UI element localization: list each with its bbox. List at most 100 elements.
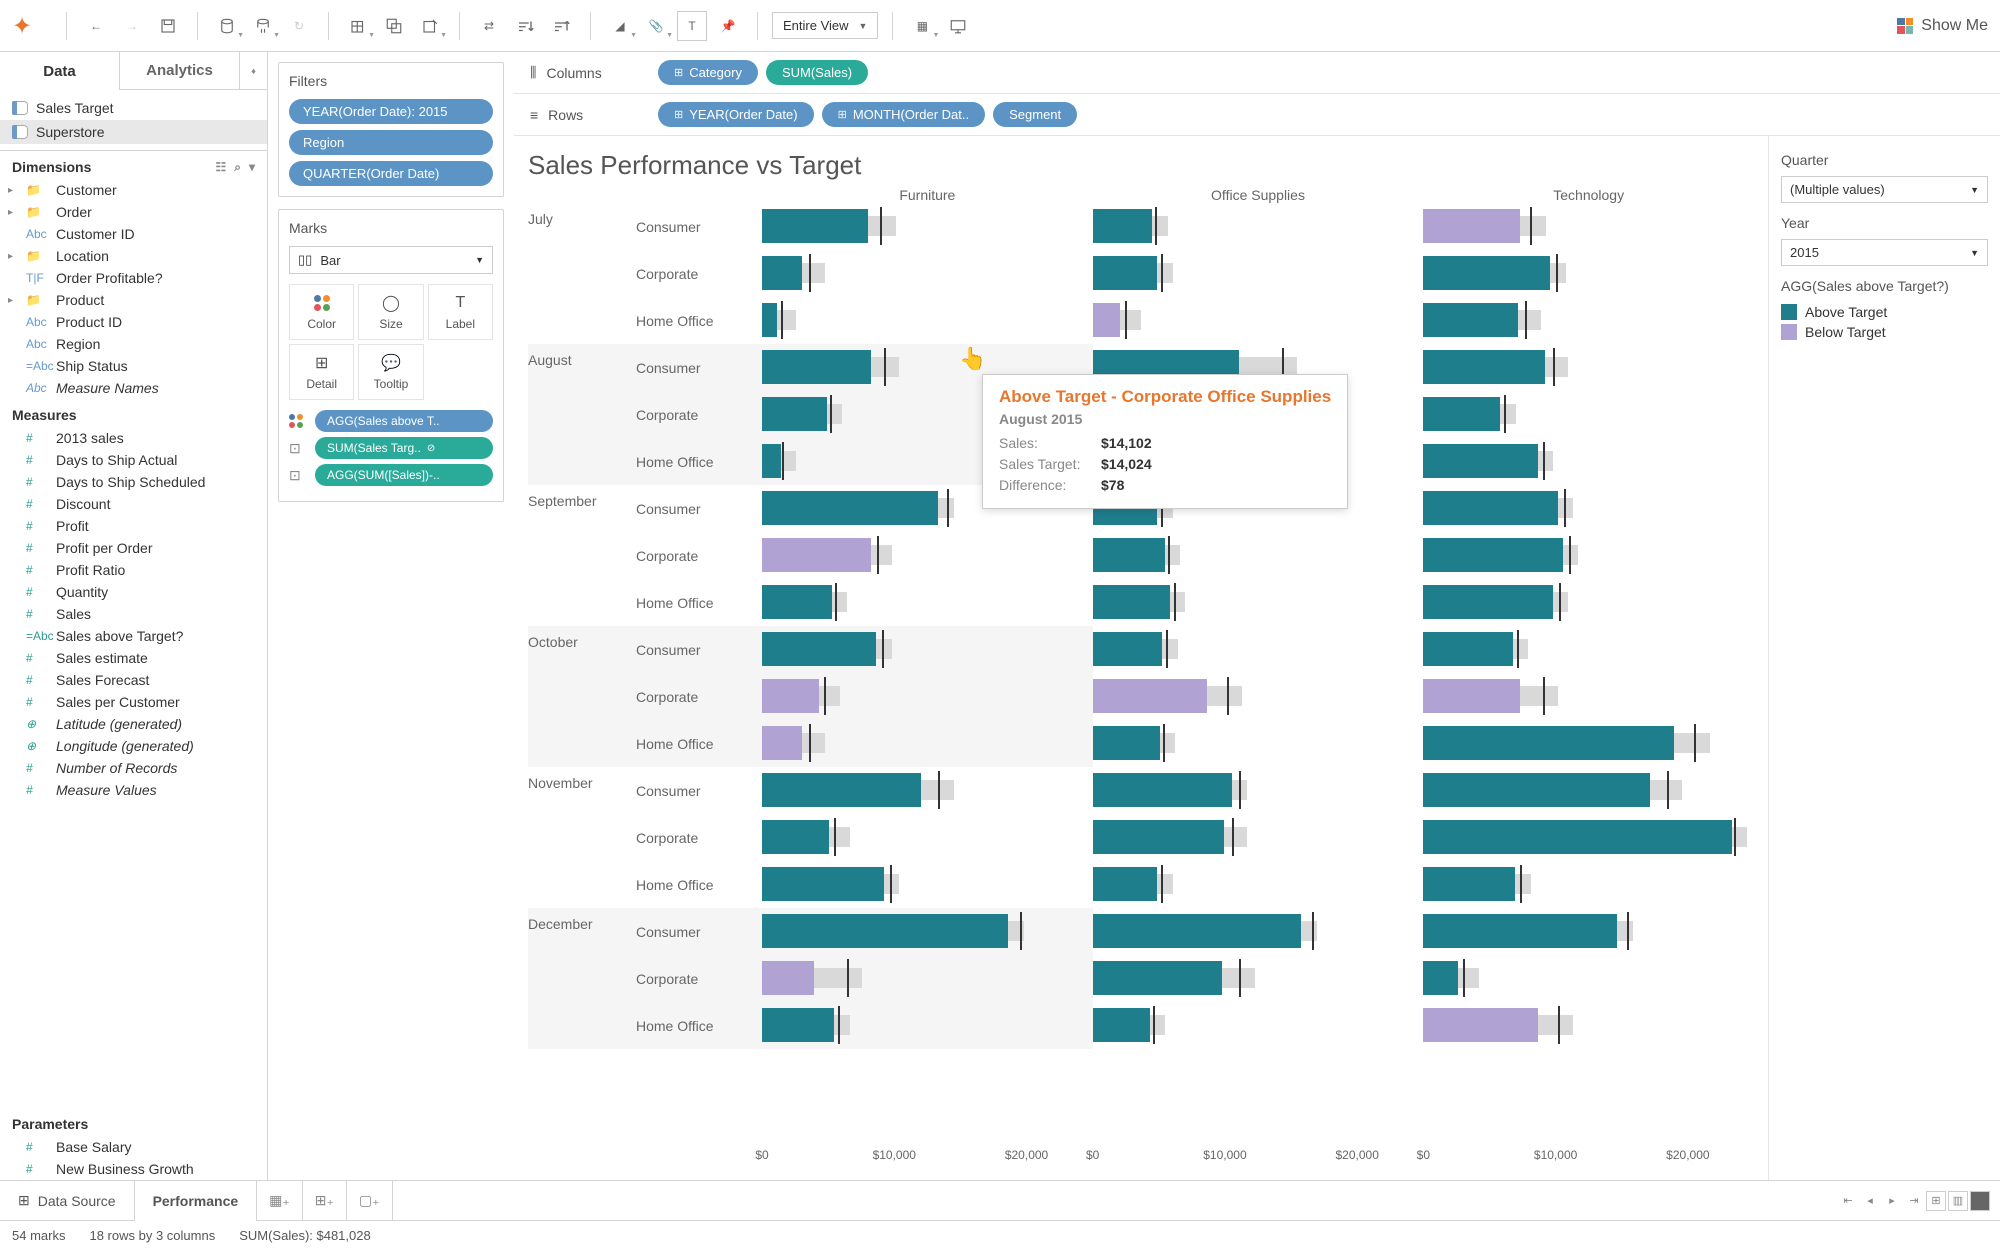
bar-row[interactable]: [762, 673, 1073, 720]
tab-data[interactable]: Data: [0, 52, 120, 90]
sidebar-menu-button[interactable]: ♦: [239, 52, 267, 90]
refresh-button[interactable]: ↻: [284, 11, 314, 41]
swap-button[interactable]: ⇄: [474, 11, 504, 41]
chart-canvas[interactable]: Sales Performance vs Target FurnitureOff…: [514, 136, 1768, 1180]
sort-asc-button[interactable]: [510, 11, 540, 41]
field-new-business-growth[interactable]: #New Business Growth: [0, 1158, 267, 1180]
bar-row[interactable]: [1423, 391, 1734, 438]
bar-row[interactable]: [1093, 532, 1404, 579]
bar-row[interactable]: [1423, 485, 1734, 532]
field-sales-per-customer[interactable]: #Sales per Customer: [0, 691, 267, 713]
bar-row[interactable]: [762, 297, 1073, 344]
chart-title[interactable]: Sales Performance vs Target: [528, 150, 1754, 181]
bar-row[interactable]: [762, 861, 1073, 908]
tab-analytics[interactable]: Analytics: [120, 52, 239, 90]
sort-desc-button[interactable]: [546, 11, 576, 41]
highlight-button[interactable]: ◢▼: [605, 11, 635, 41]
forward-button[interactable]: →: [117, 11, 147, 41]
bar-row[interactable]: [1093, 861, 1404, 908]
field-measure-names[interactable]: AbcMeasure Names: [0, 377, 267, 399]
bar-row[interactable]: [1423, 814, 1734, 861]
bar-row[interactable]: [1093, 955, 1404, 1002]
field-profit-ratio[interactable]: #Profit Ratio: [0, 559, 267, 581]
first-button[interactable]: ⇤: [1838, 1191, 1858, 1211]
filter-pill[interactable]: YEAR(Order Date): 2015: [289, 99, 493, 124]
bar-row[interactable]: [1423, 955, 1734, 1002]
bar-row[interactable]: [1423, 579, 1734, 626]
new-story-button[interactable]: ▢₊: [347, 1181, 393, 1220]
year-select[interactable]: 2015▼: [1781, 239, 1988, 266]
field-ship-status[interactable]: =AbcShip Status: [0, 355, 267, 377]
next-button[interactable]: ▸: [1882, 1191, 1902, 1211]
field-customer-id[interactable]: AbcCustomer ID: [0, 223, 267, 245]
shelf-pill[interactable]: Segment: [993, 102, 1077, 127]
presentation-button[interactable]: [943, 11, 973, 41]
filter-pill[interactable]: Region: [289, 130, 493, 155]
field-discount[interactable]: #Discount: [0, 493, 267, 515]
bar-row[interactable]: [762, 1002, 1073, 1049]
mark-pill[interactable]: AGG(SUM([Sales])-..: [315, 464, 493, 486]
field-order-profitable-[interactable]: T|FOrder Profitable?: [0, 267, 267, 289]
columns-shelf[interactable]: ⫼Columns ⊞CategorySUM(Sales): [514, 52, 2000, 94]
group-button[interactable]: 📎▼: [641, 11, 671, 41]
text-button[interactable]: T: [677, 11, 707, 41]
bar-row[interactable]: [762, 203, 1073, 250]
filmstrip-view-button[interactable]: ▥: [1948, 1191, 1968, 1211]
mark-cell-detail[interactable]: ⊞Detail: [289, 344, 354, 400]
pin-button[interactable]: 📌: [713, 11, 743, 41]
bar-row[interactable]: [1093, 579, 1404, 626]
shelf-pill[interactable]: SUM(Sales): [766, 60, 868, 85]
find-icon[interactable]: ⌕: [234, 160, 241, 175]
field-quantity[interactable]: #Quantity: [0, 581, 267, 603]
field-measure-values[interactable]: #Measure Values: [0, 779, 267, 801]
sheet-view-button[interactable]: [1970, 1191, 1990, 1211]
sheet-tab-performance[interactable]: Performance: [135, 1181, 258, 1220]
bar-row[interactable]: [1423, 203, 1734, 250]
bar-row[interactable]: [1093, 297, 1404, 344]
field-sales-estimate[interactable]: #Sales estimate: [0, 647, 267, 669]
bar-row[interactable]: [1423, 344, 1734, 391]
legend-item[interactable]: Below Target: [1781, 322, 1988, 342]
quarter-select[interactable]: (Multiple values)▼: [1781, 176, 1988, 203]
field-region[interactable]: AbcRegion: [0, 333, 267, 355]
filter-pill[interactable]: QUARTER(Order Date): [289, 161, 493, 186]
field-order[interactable]: ▸📁Order: [0, 201, 267, 223]
field-days-to-ship-actual[interactable]: #Days to Ship Actual: [0, 449, 267, 471]
bar-row[interactable]: [1093, 203, 1404, 250]
bar-row[interactable]: [1093, 814, 1404, 861]
bar-row[interactable]: [1423, 720, 1734, 767]
field-number-of-records[interactable]: #Number of Records: [0, 757, 267, 779]
legend-item[interactable]: Above Target: [1781, 302, 1988, 322]
field-2013-sales[interactable]: #2013 sales: [0, 427, 267, 449]
field-days-to-ship-scheduled[interactable]: #Days to Ship Scheduled: [0, 471, 267, 493]
bar-row[interactable]: [1423, 532, 1734, 579]
bar-row[interactable]: [1423, 673, 1734, 720]
view-as-icon[interactable]: ☷: [215, 160, 226, 175]
save-button[interactable]: [153, 11, 183, 41]
shelf-pill[interactable]: ⊞YEAR(Order Date): [658, 102, 814, 127]
bar-row[interactable]: [1093, 250, 1404, 297]
last-button[interactable]: ⇥: [1904, 1191, 1924, 1211]
rows-shelf[interactable]: ≡Rows ⊞YEAR(Order Date)⊞MONTH(Order Dat.…: [514, 94, 2000, 136]
field-sales[interactable]: #Sales: [0, 603, 267, 625]
new-sheet-button[interactable]: ▦₊: [257, 1181, 303, 1220]
mark-pill[interactable]: AGG(Sales above T..: [315, 410, 493, 432]
menu-icon[interactable]: ▾: [249, 160, 255, 175]
field-customer[interactable]: ▸📁Customer: [0, 179, 267, 201]
bar-row[interactable]: [1423, 1002, 1734, 1049]
datasource-item[interactable]: Superstore: [0, 120, 267, 144]
show-me-button[interactable]: Show Me: [1897, 17, 1988, 35]
field-base-salary[interactable]: #Base Salary: [0, 1136, 267, 1158]
bar-row[interactable]: [1093, 720, 1404, 767]
mark-cell-size[interactable]: ◯Size: [358, 284, 423, 340]
bar-row[interactable]: [1093, 626, 1404, 673]
bar-row[interactable]: [762, 908, 1073, 955]
field-product-id[interactable]: AbcProduct ID: [0, 311, 267, 333]
field-location[interactable]: ▸📁Location: [0, 245, 267, 267]
mark-pill[interactable]: SUM(Sales Targ.. ⊘: [315, 437, 493, 459]
field-profit-per-order[interactable]: #Profit per Order: [0, 537, 267, 559]
bar-row[interactable]: [1423, 861, 1734, 908]
bar-row[interactable]: [762, 626, 1073, 673]
show-cards-button[interactable]: ▦▼: [907, 11, 937, 41]
bar-row[interactable]: [762, 814, 1073, 861]
